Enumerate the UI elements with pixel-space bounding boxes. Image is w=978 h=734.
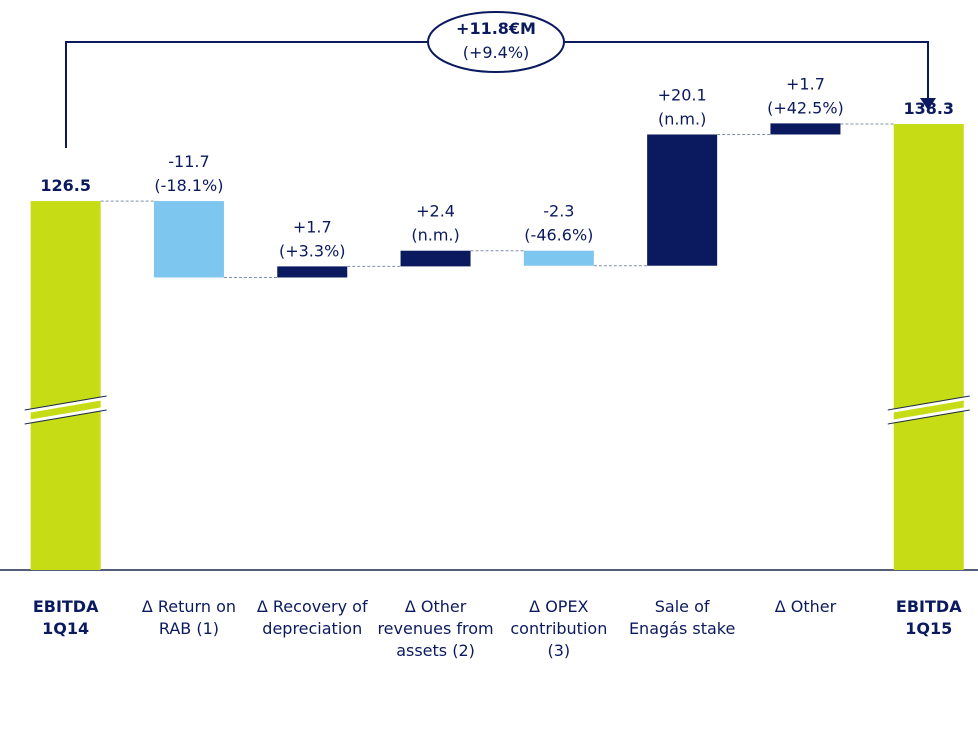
pct-label: (-46.6%)	[524, 226, 593, 245]
x-tick-label: Δ OPEX contribution (3)	[510, 597, 608, 660]
x-tick-label: Δ Other	[774, 597, 837, 616]
x-tick-label: EBITDA 1Q15	[895, 597, 962, 638]
annotation: +11.8€M	[456, 19, 536, 38]
axis-break	[24, 406, 107, 424]
value-label: 138.3	[903, 99, 954, 118]
value-label: +1.7	[786, 74, 825, 93]
axis-break	[24, 409, 107, 425]
pct-label: (-18.1%)	[154, 176, 223, 195]
pct-label: (+3.3%)	[279, 241, 346, 260]
value-label: +20.1	[658, 85, 707, 104]
pct-label: (n.m.)	[411, 226, 459, 245]
bridge-arrow	[920, 98, 936, 110]
bar-delta	[277, 266, 348, 278]
axis-break	[887, 395, 970, 411]
value-label: -11.7	[168, 152, 209, 171]
value-label: +2.4	[416, 202, 455, 221]
value-label: -2.3	[543, 202, 574, 221]
bar-total	[893, 124, 964, 571]
bar-delta	[153, 201, 224, 278]
x-tick-label: Δ Other revenues from assets (2)	[377, 597, 494, 660]
pct-label: (n.m.)	[658, 109, 706, 128]
value-label: +1.7	[293, 217, 332, 236]
pct-label: (+42.5%)	[767, 98, 844, 117]
bar-total	[30, 201, 101, 570]
axis-break	[887, 396, 971, 414]
x-tick-label: EBITDA 1Q14	[32, 597, 99, 638]
value-label: 126.5	[40, 176, 91, 195]
axis-break	[887, 406, 971, 424]
x-tick-label: Δ Recovery of depreciation	[256, 597, 368, 638]
bar-delta	[400, 250, 471, 267]
annotation-sub: (+9.4%)	[463, 43, 530, 62]
bar-delta	[770, 123, 841, 135]
x-tick-label: Sale of Enagás stake	[628, 597, 736, 638]
bar-delta	[523, 250, 594, 266]
annotation-ellipse	[427, 11, 565, 73]
axis-break	[24, 395, 107, 411]
bar-delta	[647, 134, 718, 266]
bridge-line	[65, 41, 929, 148]
x-tick-label: Δ Return on RAB (1)	[141, 597, 236, 638]
axis-break	[24, 396, 107, 414]
axis-break	[887, 409, 970, 425]
